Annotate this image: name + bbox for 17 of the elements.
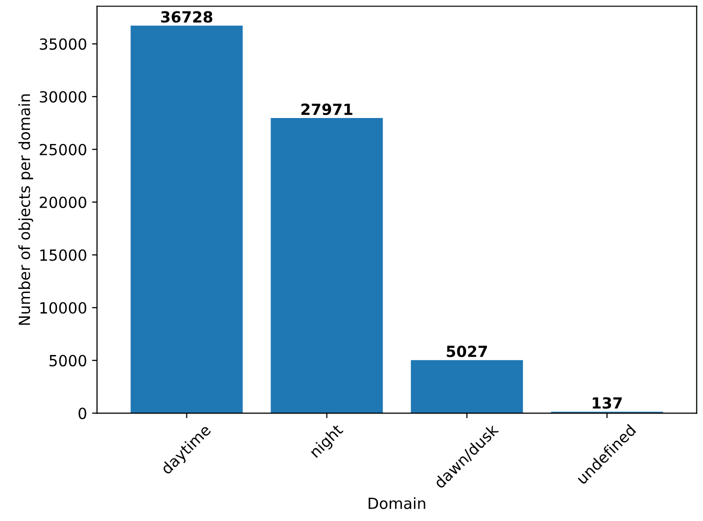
data-label: 5027 (446, 346, 487, 358)
data-label: 137 (592, 397, 622, 409)
y-axis-title: Number of objects per domain (18, 94, 34, 325)
y-tick-label: 20000 (40, 196, 86, 208)
y-tick-label: 25000 (40, 144, 86, 156)
bar (130, 26, 243, 414)
y-tick-label: 30000 (40, 91, 86, 103)
y-tick-label: 15000 (40, 249, 86, 261)
y-tick-label: 10000 (40, 302, 86, 314)
y-tick-label: 5000 (50, 354, 86, 366)
y-tick-label: 0 (78, 408, 86, 420)
bar (410, 360, 523, 414)
x-axis-title: Domain (368, 497, 426, 510)
bar (270, 118, 383, 414)
data-label: 27971 (301, 104, 352, 116)
data-label: 36728 (161, 11, 212, 23)
y-tick-label: 35000 (40, 38, 86, 50)
